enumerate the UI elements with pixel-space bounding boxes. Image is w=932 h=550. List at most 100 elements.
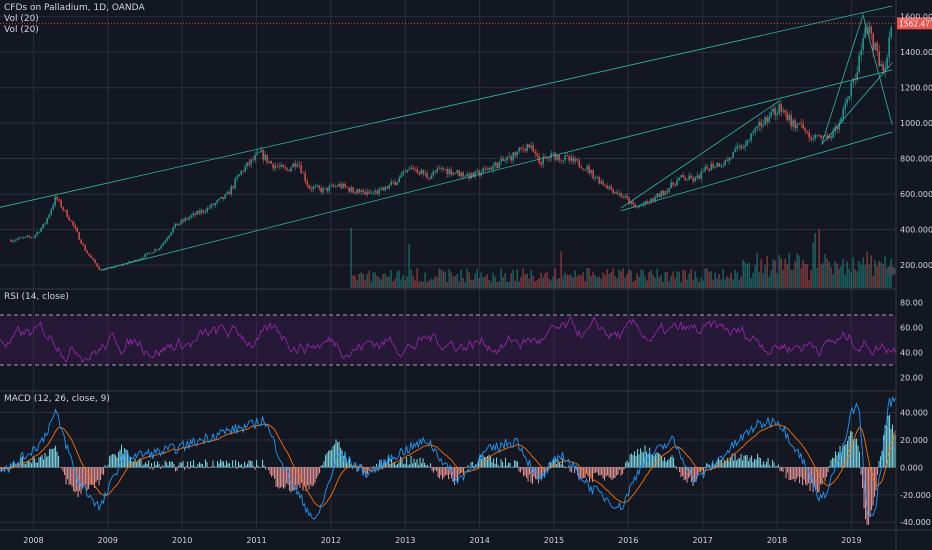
candle-body[interactable] [452,172,454,175]
candle-body[interactable] [870,26,872,34]
candle-body[interactable] [774,108,776,116]
candle-body[interactable] [730,157,732,159]
candle-body[interactable] [686,179,688,181]
candle-body[interactable] [646,201,648,203]
candle-body[interactable] [304,172,306,182]
candle-body[interactable] [498,161,500,169]
candle-body[interactable] [772,108,774,113]
candle-body[interactable] [800,123,802,124]
candle-body[interactable] [814,134,816,139]
candle-body[interactable] [422,170,424,175]
candle-body[interactable] [170,232,172,236]
candle-body[interactable] [668,188,670,193]
symbol-legend[interactable]: CFDs on Palladium, 1D, OANDA Vol (20) Vo… [4,3,145,36]
candle-body[interactable] [444,168,446,170]
candle-body[interactable] [196,210,198,215]
candle-body[interactable] [264,154,266,160]
trendline-upper-channel[interactable] [0,5,893,208]
candle-body[interactable] [36,232,38,235]
candle-body[interactable] [662,190,664,196]
candle-body[interactable] [798,123,800,125]
candle-body[interactable] [292,163,294,168]
candle-body[interactable] [578,160,580,167]
candle-body[interactable] [218,198,220,201]
candle-body[interactable] [720,165,722,167]
candle-body[interactable] [506,157,508,160]
candle-body[interactable] [280,164,282,167]
candle-body[interactable] [370,192,372,194]
candle-body[interactable] [406,170,408,173]
candle-body[interactable] [130,261,132,262]
candle-body[interactable] [746,140,748,146]
candle-body[interactable] [778,104,780,114]
candle-body[interactable] [58,199,60,201]
candle-body[interactable] [776,113,778,116]
candle-body[interactable] [888,36,890,58]
candle-body[interactable] [254,154,256,160]
candle-body[interactable] [488,168,490,171]
candle-body[interactable] [886,57,888,68]
candle-body[interactable] [698,175,700,179]
candle-body[interactable] [46,218,48,224]
candle-body[interactable] [108,267,110,268]
candle-body[interactable] [352,187,354,193]
candle-body[interactable] [456,170,458,174]
candle-body[interactable] [602,181,604,185]
candle-body[interactable] [458,170,460,176]
candle-body[interactable] [26,235,28,237]
candle-body[interactable] [92,257,94,260]
candle-body[interactable] [694,177,696,182]
candle-body[interactable] [724,160,726,166]
candle-body[interactable] [818,134,820,136]
candle-body[interactable] [620,193,622,197]
candle-body[interactable] [434,171,436,173]
candle-body[interactable] [704,166,706,172]
candle-body[interactable] [846,99,848,104]
candle-body[interactable] [326,187,328,192]
candle-body[interactable] [78,232,80,240]
candle-body[interactable] [86,250,88,254]
candle-body[interactable] [178,223,180,226]
candle-body[interactable] [878,51,880,66]
candle-body[interactable] [732,151,734,158]
candle-body[interactable] [72,221,74,226]
candle-body[interactable] [466,174,468,177]
candle-body[interactable] [794,120,796,129]
candle-body[interactable] [228,192,230,195]
candle-body[interactable] [750,133,752,141]
candle-body[interactable] [396,182,398,186]
candle-body[interactable] [882,63,884,72]
macd-pane[interactable] [0,396,897,525]
candle-body[interactable] [18,237,20,240]
candle-body[interactable] [20,237,22,239]
candle-body[interactable] [534,151,536,154]
candle-body[interactable] [144,254,146,258]
candle-body[interactable] [270,161,272,164]
candle-body[interactable] [884,67,886,72]
trendline-2016-base[interactable] [620,131,893,212]
candle-body[interactable] [22,237,24,239]
candle-body[interactable] [430,175,432,179]
candle-body[interactable] [582,168,584,170]
candle-body[interactable] [338,184,340,187]
candle-body[interactable] [634,204,636,208]
candle-body[interactable] [394,182,396,186]
candle-body[interactable] [530,145,532,148]
candle-body[interactable] [62,207,64,210]
candle-body[interactable] [74,225,76,229]
candle-body[interactable] [368,191,370,194]
candle-body[interactable] [48,214,50,219]
candle-body[interactable] [446,168,448,174]
candle-body[interactable] [332,185,334,187]
candle-body[interactable] [342,183,344,188]
candle-body[interactable] [660,190,662,198]
candle-body[interactable] [584,169,586,170]
candle-body[interactable] [572,157,574,162]
candle-body[interactable] [500,158,502,162]
candle-body[interactable] [40,227,42,233]
candle-body[interactable] [256,152,258,155]
candle-body[interactable] [142,257,144,259]
candle-body[interactable] [276,165,278,167]
candle-body[interactable] [378,188,380,194]
